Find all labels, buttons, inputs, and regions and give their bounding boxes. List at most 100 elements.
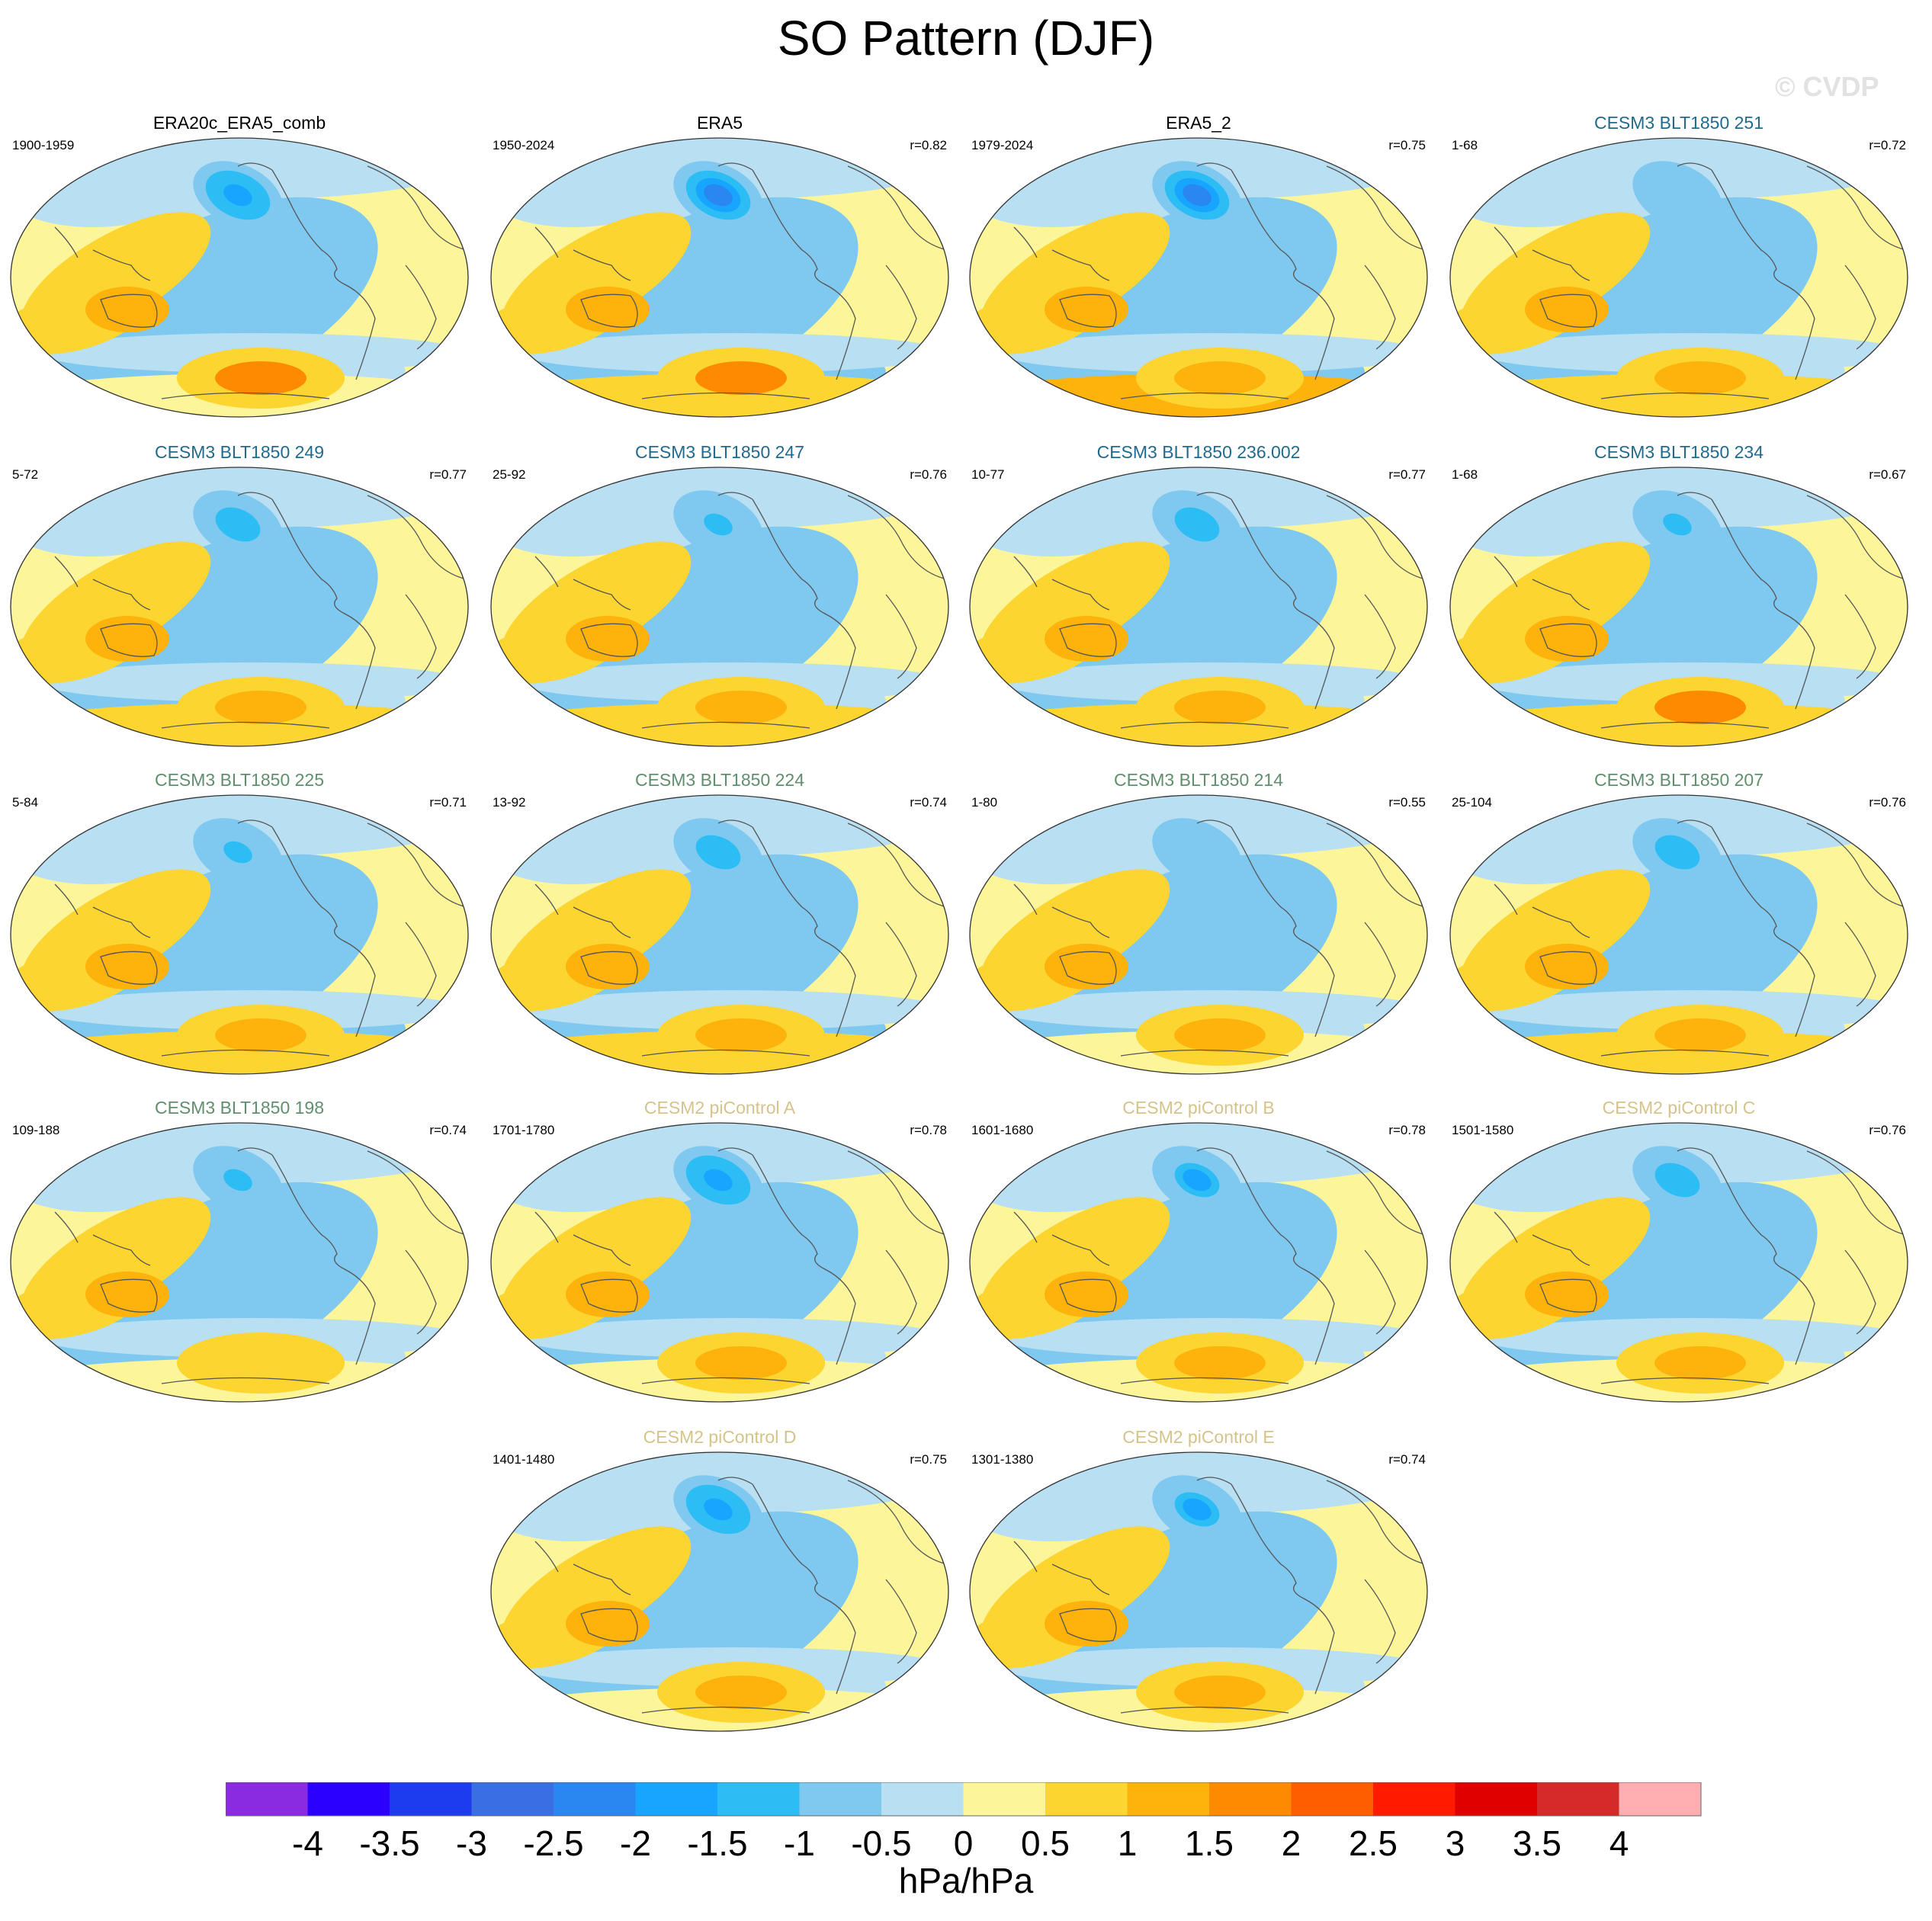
map-outline: [969, 467, 1428, 747]
coastline: [1677, 1147, 1712, 1156]
panel-correlation: r=0.77: [1388, 467, 1426, 482]
coastline: [92, 249, 151, 281]
map-panel: CESM2 piControl C 1501-1580 r=0.76: [1439, 1099, 1918, 1404]
map-panel: CESM3 BLT1850 251 1-68 r=0.72: [1439, 114, 1918, 419]
colorbar-box: [635, 1782, 717, 1816]
colorbar-box: [1455, 1782, 1537, 1816]
panel-title: ERA20c_ERA5_comb: [152, 113, 326, 133]
coastline: [1326, 823, 1427, 908]
coastline: [1600, 721, 1770, 729]
coastline: [885, 594, 917, 679]
coastline: [847, 1150, 948, 1236]
coastline: [1532, 906, 1590, 938]
coastline: [1806, 823, 1907, 908]
colorbar-box: [1045, 1782, 1128, 1816]
colorbar-box: [554, 1782, 636, 1816]
coastline: [717, 1147, 753, 1156]
coastline: [1051, 1234, 1110, 1266]
panel-correlation: r=0.78: [1388, 1123, 1426, 1137]
map-panel: CESM3 BLT1850 247 25-92 r=0.76: [480, 444, 959, 749]
map-outline: [10, 467, 469, 747]
map-outline: [969, 1122, 1428, 1403]
coastline: [405, 922, 437, 1007]
coastline: [1231, 1483, 1335, 1695]
map-outline: [1449, 1122, 1908, 1403]
panel-title: CESM3 BLT1850 198: [154, 1098, 325, 1118]
coastline: [1532, 1234, 1590, 1266]
north-pacific-low-contour: [223, 184, 252, 207]
colorbar-box: [1619, 1782, 1701, 1816]
north-pacific-low-contour: [704, 1498, 733, 1521]
map-globe: [10, 794, 469, 1075]
coastline: [717, 1477, 753, 1485]
coastline: [271, 1154, 376, 1365]
coastline: [752, 1483, 856, 1695]
map-panel: CESM3 BLT1850 198 109-188 r=0.74: [0, 1099, 479, 1404]
panel-title: CESM3 BLT1850 207: [1593, 770, 1764, 790]
coastline: [847, 495, 948, 580]
coastline: [92, 906, 151, 938]
coastline: [1231, 1154, 1335, 1365]
coastline: [580, 293, 638, 328]
coastline: [885, 265, 917, 350]
panel-years: 109-188: [12, 1123, 60, 1137]
colorbar-tick-label: -0.5: [851, 1823, 911, 1858]
colorbar-tick-label: 0.5: [1021, 1823, 1070, 1858]
coastline: [237, 1147, 273, 1156]
map-globe: [490, 794, 949, 1075]
coastline: [1231, 499, 1335, 710]
coastline: [534, 226, 559, 258]
coastline: [580, 1278, 638, 1313]
colorbar-tick-label: 0: [954, 1823, 974, 1858]
coastline: [847, 1480, 948, 1565]
coastline: [1120, 721, 1289, 729]
coastline: [641, 1049, 810, 1057]
colorbar-tick-label: -2.5: [523, 1823, 583, 1858]
coastline: [1600, 1377, 1770, 1384]
coastline: [367, 823, 467, 908]
panel-correlation: r=0.75: [910, 1452, 947, 1467]
coastline: [367, 495, 467, 580]
coastline: [100, 293, 158, 328]
coastline: [1120, 1706, 1289, 1714]
coastline: [271, 169, 376, 380]
coastline: [717, 492, 753, 500]
map-globe: [969, 1122, 1428, 1403]
colorbar-box: [1373, 1782, 1455, 1816]
panel-title: CESM2 piControl A: [643, 1098, 796, 1118]
south-pacific-positive-core: [215, 361, 306, 395]
coastline: [752, 169, 856, 380]
colorbar-tick-label: 2.5: [1349, 1823, 1398, 1858]
coastline: [641, 1706, 810, 1714]
coastline: [1844, 1249, 1876, 1335]
north-pacific-low-contour: [1183, 184, 1212, 207]
colorbar-box: [799, 1782, 881, 1816]
coastline: [580, 951, 638, 985]
coastline: [1196, 1147, 1232, 1156]
coastline: [1806, 1150, 1907, 1236]
coastline: [1120, 392, 1289, 399]
coastline: [1494, 884, 1518, 916]
panel-years: 13-92: [493, 795, 526, 810]
colorbar-box: [390, 1782, 472, 1816]
coastline: [1600, 392, 1770, 399]
coastline: [1326, 1480, 1427, 1565]
coastline: [573, 906, 631, 938]
coastline: [1677, 819, 1712, 828]
map-outline: [1449, 137, 1908, 418]
north-pacific-low-contour: [1663, 1169, 1692, 1191]
map-outline: [969, 1451, 1428, 1732]
map-globe: [1449, 1122, 1908, 1403]
panel-years: 1401-1480: [493, 1452, 555, 1467]
south-pacific-positive-core: [695, 691, 787, 724]
map-outline: [490, 137, 949, 418]
coastline: [54, 884, 79, 916]
coastline: [237, 492, 273, 500]
colorbar-tick-label: 3.5: [1513, 1823, 1561, 1858]
south-pacific-positive-core: [1174, 1018, 1266, 1052]
coastline: [1013, 1541, 1038, 1573]
colorbar-tick-label: -2: [620, 1823, 651, 1858]
map-outline: [490, 467, 949, 747]
coastline: [847, 165, 948, 251]
coastline: [92, 1234, 151, 1266]
